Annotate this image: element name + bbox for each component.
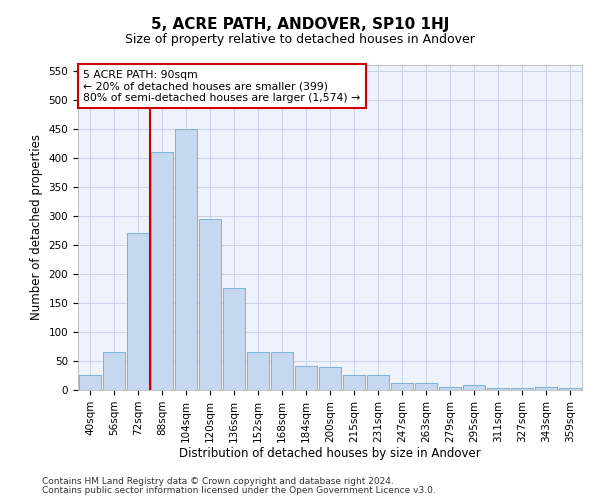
Bar [391, 383, 413, 390]
Bar [367, 376, 389, 390]
Bar [151, 152, 173, 390]
Bar [535, 387, 557, 390]
Bar [415, 383, 437, 390]
Bar [271, 352, 293, 390]
Text: 5, ACRE PATH, ANDOVER, SP10 1HJ: 5, ACRE PATH, ANDOVER, SP10 1HJ [151, 18, 449, 32]
Y-axis label: Number of detached properties: Number of detached properties [30, 134, 43, 320]
Bar [487, 388, 509, 390]
Text: Contains public sector information licensed under the Open Government Licence v3: Contains public sector information licen… [42, 486, 436, 495]
X-axis label: Distribution of detached houses by size in Andover: Distribution of detached houses by size … [179, 448, 481, 460]
Bar [103, 352, 125, 390]
Bar [343, 376, 365, 390]
Bar [319, 367, 341, 390]
Text: Contains HM Land Registry data © Crown copyright and database right 2024.: Contains HM Land Registry data © Crown c… [42, 477, 394, 486]
Bar [295, 366, 317, 390]
Text: Size of property relative to detached houses in Andover: Size of property relative to detached ho… [125, 32, 475, 46]
Bar [223, 288, 245, 390]
Bar [175, 129, 197, 390]
Bar [127, 234, 149, 390]
Bar [439, 387, 461, 390]
Bar [463, 386, 485, 390]
Bar [559, 388, 581, 390]
Text: 5 ACRE PATH: 90sqm
← 20% of detached houses are smaller (399)
80% of semi-detach: 5 ACRE PATH: 90sqm ← 20% of detached hou… [83, 70, 360, 103]
Bar [247, 352, 269, 390]
Bar [79, 376, 101, 390]
Bar [511, 388, 533, 390]
Bar [199, 219, 221, 390]
